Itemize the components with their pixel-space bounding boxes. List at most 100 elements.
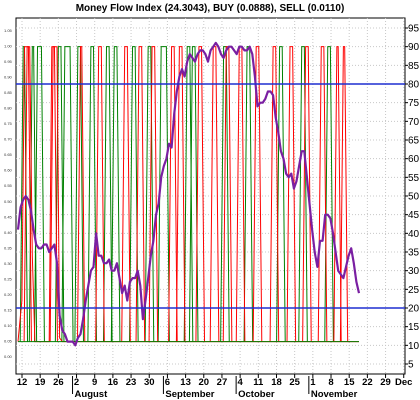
sell-signal-spike — [286, 46, 297, 342]
y-tick-label: 85 — [408, 61, 420, 72]
buy-signal-spike — [276, 46, 286, 342]
left-tick-label: 0.45 — [4, 214, 13, 219]
sell-signal-spike — [148, 46, 159, 342]
left-tick-label: 0.40 — [4, 230, 13, 235]
left-tick-label: 1.05 — [4, 28, 13, 33]
month-labels: August September October November — [72, 376, 358, 400]
x-axis: 12 19 26 2 9 16 23 30 6 13 20 27 4 11 18 25 1 8 15 22 29 Dec — [17, 374, 412, 388]
left-tick-label: 0.20 — [4, 292, 13, 297]
y-tick-label: 25 — [408, 285, 420, 296]
buy-signal-spike — [298, 46, 308, 342]
x-tick-label: 27 — [217, 377, 228, 388]
x-tick-label: 16 — [108, 377, 119, 388]
x-tick-label: 22 — [362, 377, 373, 388]
left-tick-label: 0.30 — [4, 261, 13, 266]
sell-signal-spike — [195, 46, 206, 342]
right-axis: 5 10 15 20 25 30 35 40 45 50 55 60 65 70 75 80 85 90 95 — [405, 24, 420, 371]
sell-signal-spike — [333, 46, 342, 342]
buy-signal-spike — [54, 46, 65, 342]
series-layer — [16, 41, 361, 347]
left-tick-label: 0.15 — [4, 307, 13, 312]
left-tick-label: 0.65 — [4, 152, 13, 157]
buy-signal-spike — [129, 46, 139, 342]
left-tick-label: 0.00 — [4, 354, 13, 359]
buy-signal-spike — [103, 46, 113, 342]
y-tick-label: 30 — [408, 266, 420, 277]
sell-signal-spike — [339, 46, 349, 342]
sell-signal-spike — [135, 46, 146, 342]
x-tick-label: 6 — [165, 377, 170, 388]
x-tick-label: 1 — [310, 377, 316, 388]
x-tick-label: 20 — [198, 377, 209, 388]
x-tick-label: 18 — [271, 377, 282, 388]
y-tick-label: 75 — [408, 98, 420, 109]
sell-signal-spike — [252, 46, 263, 342]
left-tick-label: 0.75 — [4, 121, 13, 126]
left-tick-label: 0.95 — [4, 59, 13, 64]
left-tick-label: 0.05 — [4, 338, 13, 343]
y-tick-label: 10 — [408, 341, 420, 352]
left-tick-label: 0.85 — [4, 90, 13, 95]
left-tick-label: 1.00 — [4, 44, 13, 49]
sell-signal-spike — [76, 46, 86, 342]
left-tick-label: 0.60 — [4, 168, 13, 173]
x-tick-label: 4 — [237, 377, 243, 388]
y-tick-label: 35 — [408, 248, 420, 259]
chart-title: Money Flow Index (24.3043), BUY (0.0888)… — [76, 3, 345, 14]
buy-signal-spike — [188, 46, 199, 342]
y-tick-label: 5 — [408, 360, 414, 371]
left-tick-label: 0.35 — [4, 245, 13, 250]
x-tick-label: 9 — [92, 377, 97, 388]
x-tick-label: 23 — [126, 377, 137, 388]
y-tick-label: 40 — [408, 229, 420, 240]
y-tick-label: 55 — [408, 173, 420, 184]
x-tick-label: 13 — [180, 377, 191, 388]
y-tick-label: 95 — [408, 24, 420, 35]
month-label: August — [75, 389, 109, 400]
buy-signal-spike — [34, 46, 45, 342]
y-tick-label: 70 — [408, 117, 420, 128]
left-axis: 1.05 1.00 0.95 0.90 0.85 0.80 0.75 0.70 0.65 0.60… — [4, 28, 13, 359]
buy-signal-spike — [220, 46, 230, 342]
left-tick-label: 0.90 — [4, 75, 13, 80]
month-label: October — [238, 389, 275, 400]
left-tick-label: 0.55 — [4, 183, 13, 188]
buy-signal-spike — [61, 46, 74, 342]
x-tick-label: 19 — [35, 377, 46, 388]
x-tick-label: Dec — [395, 377, 412, 388]
reference-lines — [16, 83, 405, 309]
buy-signal-spike — [28, 46, 38, 342]
sell-signal-spike — [317, 46, 328, 342]
y-tick-label: 45 — [408, 210, 420, 221]
left-tick-label: 0.70 — [4, 137, 13, 142]
mfi-line — [16, 41, 361, 347]
y-tick-label: 90 — [408, 42, 420, 53]
buy-signal-spike — [74, 46, 84, 342]
buy-signal-spike — [110, 46, 121, 342]
month-label: November — [311, 389, 358, 400]
month-label: September — [165, 389, 214, 400]
buy-signal-spike — [324, 46, 334, 342]
sell-signal-spike — [302, 46, 312, 342]
x-tick-label: 12 — [17, 377, 28, 388]
sell-signal-spike — [175, 46, 186, 342]
left-tick-label: 0.25 — [4, 276, 13, 281]
x-tick-label: 2 — [74, 377, 79, 388]
left-tick-label: 0.10 — [4, 323, 13, 328]
sell-signal-spike — [269, 46, 280, 342]
y-tick-label: 15 — [408, 322, 420, 333]
left-tick-label: 0.50 — [4, 199, 13, 204]
x-tick-label: 11 — [253, 377, 264, 388]
buy-signal-spike — [87, 46, 97, 342]
x-tick-label: 15 — [344, 377, 355, 388]
x-tick-label: 29 — [380, 377, 391, 388]
sell-signal-spike — [168, 46, 178, 342]
sell-signal-spike — [121, 46, 131, 342]
x-tick-label: 8 — [328, 377, 333, 388]
y-tick-label: 65 — [408, 136, 420, 147]
buy-signal-spike — [144, 46, 155, 342]
buy-signal-spike — [243, 46, 254, 342]
y-tick-label: 50 — [408, 192, 420, 203]
y-tick-label: 80 — [408, 80, 420, 91]
